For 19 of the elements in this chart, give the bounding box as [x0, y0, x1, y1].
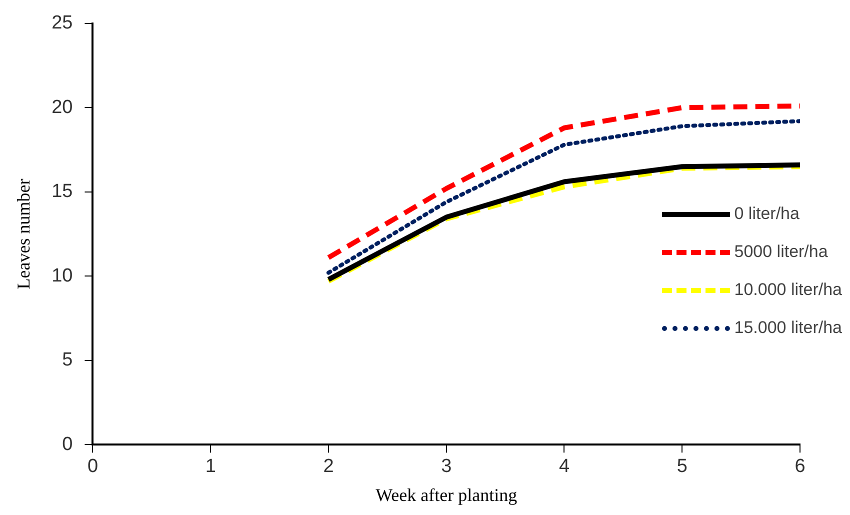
y-axis-title: Leaves number — [14, 178, 34, 290]
legend-label: 0 liter/ha — [734, 204, 800, 224]
y-tick-label: 10 — [52, 265, 73, 286]
y-tick-label: 5 — [62, 350, 73, 371]
legend-label: 10.000 liter/ha — [734, 280, 842, 300]
y-tick-label: 15 — [52, 181, 73, 202]
x-tick-label: 0 — [87, 456, 98, 478]
x-tick-label: 5 — [676, 456, 688, 478]
legend-label: 15.000 liter/ha — [734, 318, 842, 338]
x-tick-label: 4 — [558, 456, 570, 478]
x-tick-label: 6 — [794, 456, 806, 478]
legend-label: 5000 liter/ha — [734, 242, 828, 262]
x-tick-label: 2 — [323, 456, 334, 478]
x-tick-label: 3 — [441, 456, 452, 478]
y-tick-label: 25 — [52, 12, 73, 34]
x-axis-title: Week after planting — [376, 484, 518, 505]
x-tick-label: 1 — [205, 456, 216, 478]
y-tick-label: 20 — [52, 96, 73, 118]
y-tick-label: 0 — [62, 434, 73, 455]
